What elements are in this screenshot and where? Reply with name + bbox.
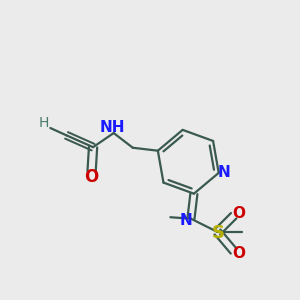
Text: N: N <box>179 213 192 228</box>
Text: NH: NH <box>100 120 125 135</box>
Text: O: O <box>232 206 245 221</box>
Text: N: N <box>218 165 230 180</box>
Text: S: S <box>212 224 225 242</box>
Text: O: O <box>232 246 245 261</box>
Text: H: H <box>39 116 49 130</box>
Text: O: O <box>84 168 98 186</box>
